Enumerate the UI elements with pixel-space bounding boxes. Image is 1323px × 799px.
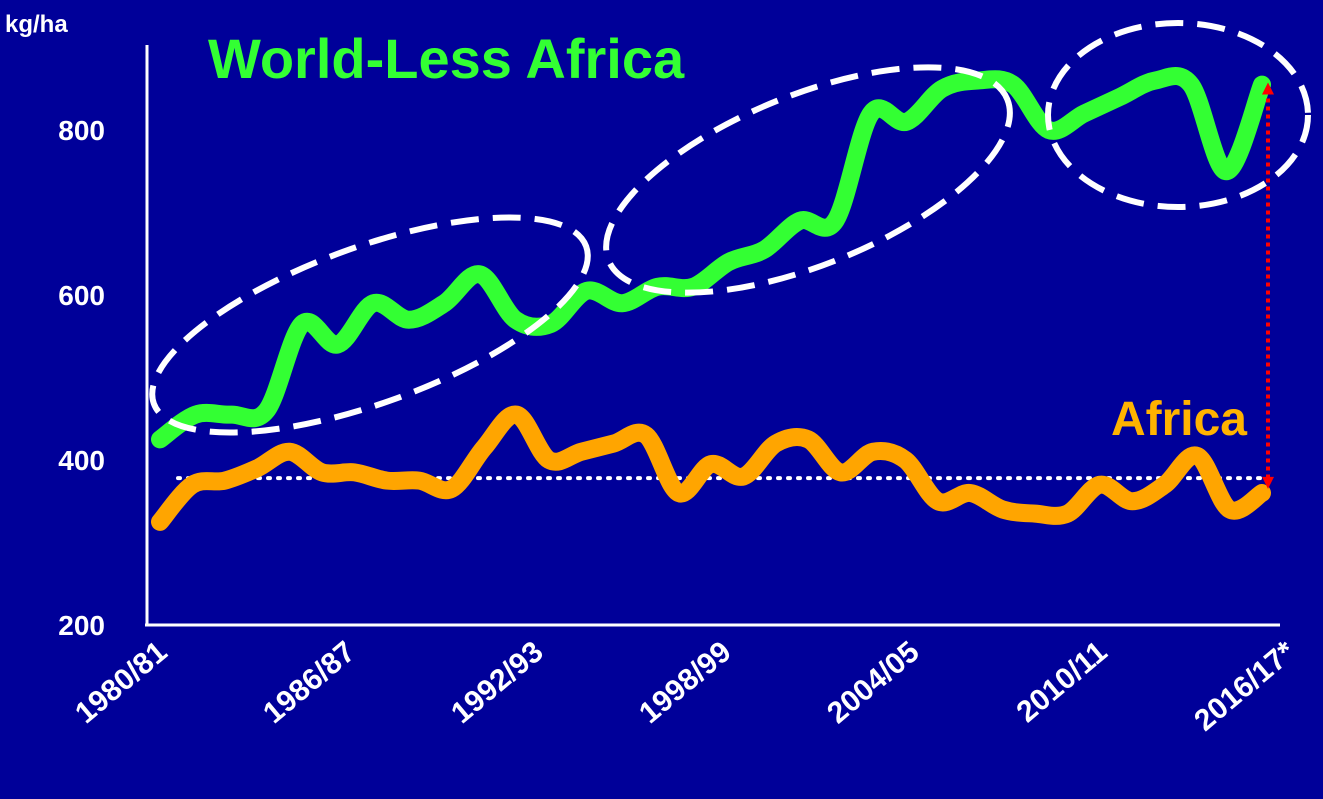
africa-label: Africa bbox=[1111, 393, 1247, 446]
highlight-ellipse-2000s bbox=[603, 64, 1013, 296]
x-tick-label: 2004/05 bbox=[821, 635, 925, 730]
world-less-africa-series-line bbox=[151, 67, 1271, 449]
highlight-ellipse-2010s bbox=[1045, 20, 1311, 210]
y-axis-unit-label: kg/ha bbox=[5, 11, 68, 38]
y-tick-label: 200 bbox=[58, 610, 105, 641]
x-tick-labels: 1980/81 1986/87 1992/93 1998/99 2004/05 2010/… bbox=[69, 635, 1302, 738]
y-tick-label: 400 bbox=[58, 445, 105, 476]
x-tick-label: 1986/87 bbox=[257, 635, 361, 730]
x-tick-label: 1998/99 bbox=[633, 635, 737, 730]
gap-arrow-head-bottom bbox=[1262, 476, 1274, 489]
x-tick-label: 1980/81 bbox=[69, 635, 173, 730]
world-less-africa-label: World-Less Africa bbox=[208, 27, 685, 90]
highlight-ellipse-1980s bbox=[149, 214, 591, 436]
y-tick-label: 600 bbox=[58, 280, 105, 311]
gap-arrow-head-top bbox=[1262, 82, 1274, 95]
x-tick-label: 2016/17* bbox=[1188, 635, 1301, 738]
y-tick-labels: 200 400 600 800 bbox=[58, 115, 105, 641]
x-tick-label: 1992/93 bbox=[445, 635, 549, 730]
africa-series-line bbox=[151, 405, 1271, 531]
y-tick-label: 800 bbox=[58, 115, 105, 146]
x-tick-label: 2010/11 bbox=[1010, 635, 1113, 729]
